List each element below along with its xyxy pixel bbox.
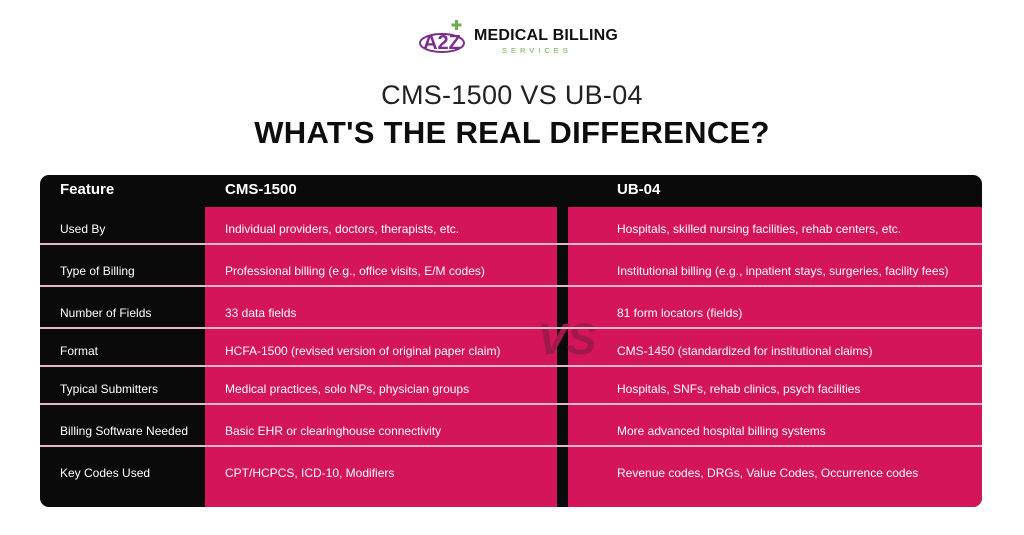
row-divider xyxy=(40,365,982,367)
ub-column-background xyxy=(568,207,982,507)
logo-mark-text: A2Z xyxy=(423,32,461,54)
row-typical-submitters-ub: Hospitals, SNFs, rehab clinics, psych fa… xyxy=(617,382,861,396)
row-type-of-billing-cms: Professional billing (e.g., office visit… xyxy=(225,264,485,278)
logo-name: MEDICAL BILLING xyxy=(474,27,619,44)
row-typical-submitters-feature: Typical Submitters xyxy=(60,382,159,396)
comparison-table: VS Feature CMS-1500 UB-04 Used By Indivi… xyxy=(40,175,982,507)
row-divider xyxy=(40,285,982,287)
row-divider xyxy=(40,243,982,245)
row-format-cms: HCFA-1500 (revised version of original p… xyxy=(225,344,501,358)
row-used-by-ub: Hospitals, skilled nursing facilities, r… xyxy=(617,222,902,236)
vs-label: VS xyxy=(537,315,597,364)
page-title-line1: CMS-1500 VS UB-04 xyxy=(381,80,643,110)
a2z-medical-cross-logo-icon: A2Z xyxy=(419,20,465,54)
row-format-feature: Format xyxy=(60,344,99,358)
row-number-of-fields-cms: 33 data fields xyxy=(225,306,297,320)
header-ub-04: UB-04 xyxy=(617,181,661,198)
row-divider xyxy=(40,403,982,405)
row-used-by-cms: Individual providers, doctors, therapist… xyxy=(225,222,460,236)
row-key-codes-ub: Revenue codes, DRGs, Value Codes, Occurr… xyxy=(617,466,919,480)
row-type-of-billing-ub: Institutional billing (e.g., inpatient s… xyxy=(617,264,949,278)
row-key-codes-cms: CPT/HCPCS, ICD-10, Modifiers xyxy=(225,466,395,480)
row-divider xyxy=(40,327,982,329)
header-cms-1500: CMS-1500 xyxy=(225,181,297,198)
row-billing-software-cms: Basic EHR or clearinghouse connectivity xyxy=(225,424,442,438)
row-type-of-billing-feature: Type of Billing xyxy=(60,264,135,278)
header-feature: Feature xyxy=(60,181,115,198)
row-key-codes-feature: Key Codes Used xyxy=(60,466,151,480)
row-number-of-fields-ub: 81 form locators (fields) xyxy=(617,306,743,320)
row-format-ub: CMS-1450 (standardized for institutional… xyxy=(617,344,873,358)
row-used-by-feature: Used By xyxy=(60,222,106,236)
row-billing-software-feature: Billing Software Needed xyxy=(60,424,189,438)
page-title-line2: WHAT'S THE REAL DIFFERENCE? xyxy=(254,115,770,150)
logo-subtitle: SERVICES xyxy=(502,46,572,55)
row-typical-submitters-cms: Medical practices, solo NPs, physician g… xyxy=(225,382,470,396)
cms-column-background xyxy=(205,207,557,507)
row-billing-software-ub: More advanced hospital billing systems xyxy=(617,424,826,438)
brand-logo: A2Z MEDICAL BILLING SERVICES xyxy=(418,18,618,60)
row-number-of-fields-feature: Number of Fields xyxy=(60,306,152,320)
row-divider xyxy=(40,445,982,447)
